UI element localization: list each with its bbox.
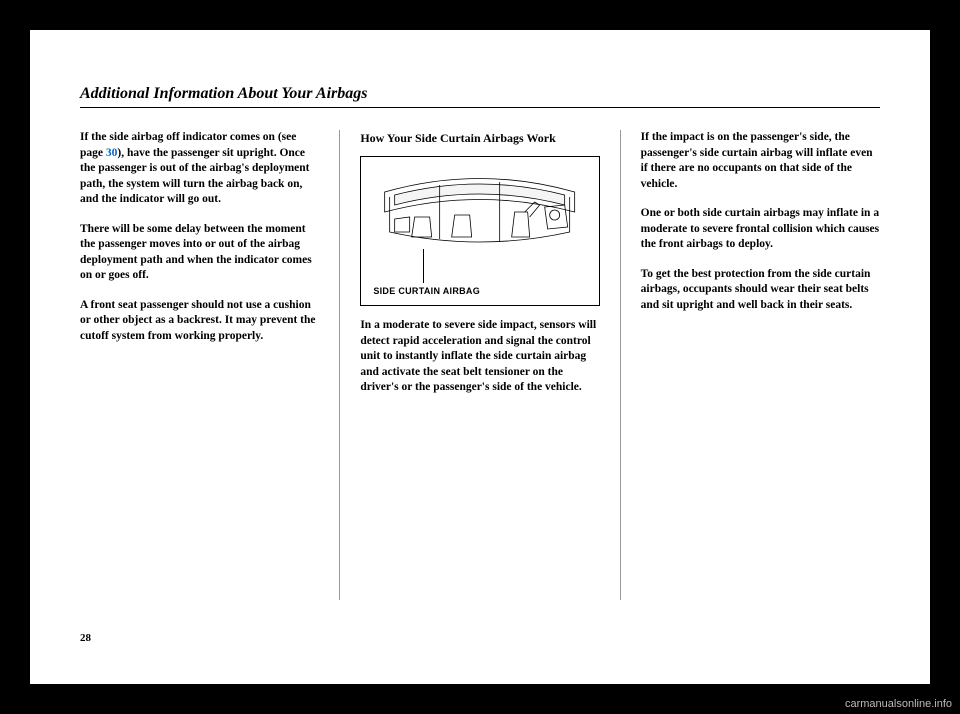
- car-interior-diagram-icon: [361, 157, 598, 272]
- col2-para1: In a moderate to severe side impact, sen…: [360, 318, 599, 396]
- title-rule: [80, 107, 880, 108]
- page-title: Additional Information About Your Airbag…: [80, 85, 880, 103]
- col1-para1: If the side airbag off indicator comes o…: [80, 130, 319, 208]
- watermark-text: carmanualsonline.info: [845, 698, 952, 710]
- col1-para3: A front seat passenger should not use a …: [80, 298, 319, 345]
- side-curtain-airbag-figure: SIDE CURTAIN AIRBAG: [360, 156, 599, 306]
- figure-pointer-line: [423, 249, 424, 283]
- col1-para2: There will be some delay between the mom…: [80, 222, 319, 284]
- column-3: If the impact is on the passenger's side…: [641, 130, 880, 600]
- page-link-30[interactable]: 30: [106, 147, 118, 159]
- content-columns: If the side airbag off indicator comes o…: [80, 130, 880, 600]
- col3-para3: To get the best protection from the side…: [641, 267, 880, 314]
- col3-para2: One or both side curtain airbags may inf…: [641, 206, 880, 253]
- figure-label: SIDE CURTAIN AIRBAG: [373, 285, 480, 297]
- manual-page: Additional Information About Your Airbag…: [30, 30, 930, 684]
- column-divider-2: [620, 130, 621, 600]
- col3-para1: If the impact is on the passenger's side…: [641, 130, 880, 192]
- column-1: If the side airbag off indicator comes o…: [80, 130, 319, 600]
- column-divider-1: [339, 130, 340, 600]
- page-number: 28: [80, 632, 91, 644]
- col2-subhead: How Your Side Curtain Airbags Work: [360, 130, 599, 146]
- column-2: How Your Side Curtain Airbags Work: [360, 130, 599, 600]
